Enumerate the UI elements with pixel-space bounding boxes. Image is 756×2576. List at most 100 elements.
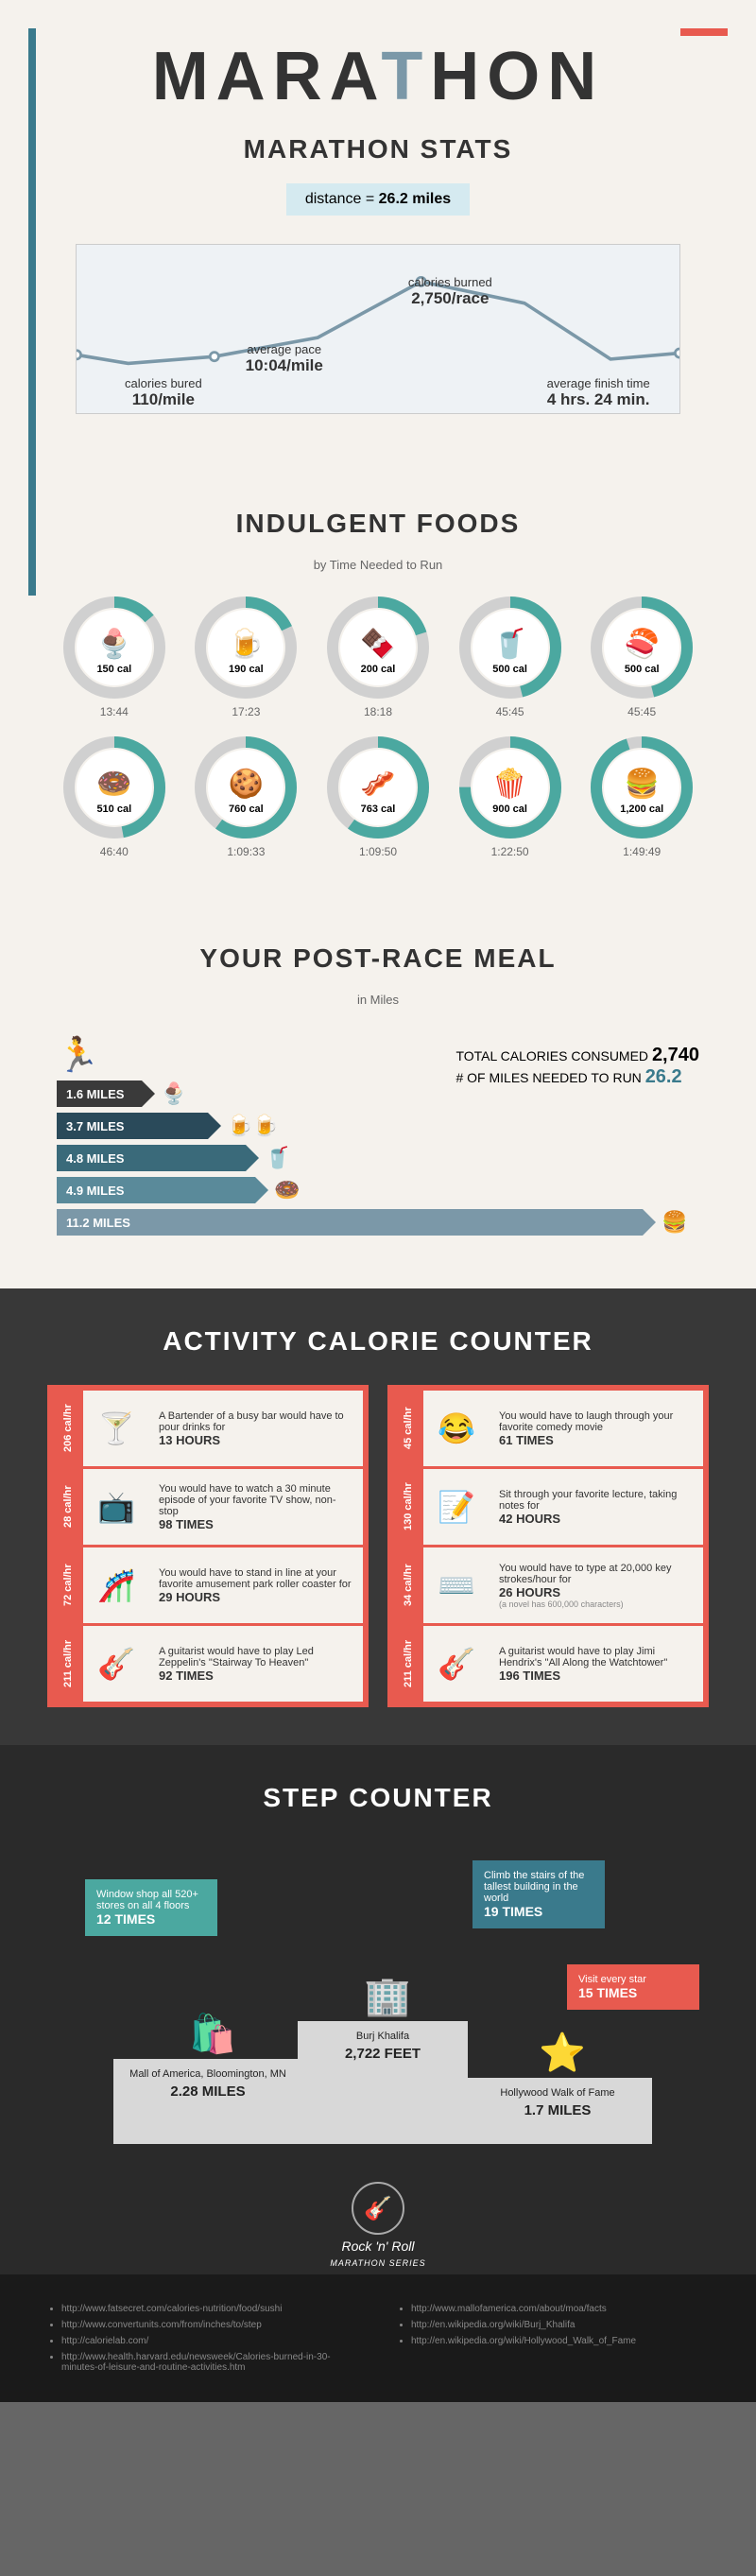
activity-icon: 🎸	[423, 1626, 490, 1702]
activity-text: A guitarist would have to play Jimi Hend…	[490, 1626, 703, 1702]
activity-heading-bold: ACTIVITY	[163, 1326, 299, 1356]
activity-text: You would have to stand in line at your …	[149, 1547, 363, 1623]
pedestal-icon: 🛍️	[189, 2012, 236, 2056]
postrace-sub: in Miles	[57, 993, 699, 1007]
activity-row: 72 cal/hr 🎢 You would have to stand in l…	[53, 1547, 363, 1623]
postrace-bold: POST-RACE	[293, 943, 464, 973]
postrace-pre: YOUR	[199, 943, 293, 973]
stat-label: average finish time4 hrs. 24 min.	[547, 376, 650, 409]
activity-heading-light: CALORIE COUNTER	[299, 1326, 593, 1356]
stats-heading-bold: MARATHON	[244, 134, 411, 164]
food-icon: 🍿	[492, 768, 527, 801]
footer-link: http://www.health.harvard.edu/newsweek/C…	[61, 2352, 359, 2373]
food-cal: 150 cal	[62, 664, 166, 675]
meal-icon: 🍔	[662, 1210, 687, 1235]
distance-value: 26.2 miles	[379, 191, 452, 207]
stat-label: calories bured110/mile	[125, 376, 202, 409]
postrace-totals: TOTAL CALORIES CONSUMED 2,740 # OF MILES…	[455, 1045, 699, 1088]
cal-tab: 206 cal/hr	[53, 1391, 83, 1466]
pedestal-icon: ⭐	[539, 2031, 586, 2075]
footer-link: http://www.mallofamerica.com/about/moa/f…	[411, 2304, 709, 2314]
frame-accent-right	[680, 28, 728, 36]
foods-heading-light: FOODS	[407, 509, 520, 538]
meal-arrow: 4.8 MILES	[57, 1145, 246, 1171]
footer-link: http://en.wikipedia.org/wiki/Hollywood_W…	[411, 2336, 709, 2346]
postrace-post: MEAL	[464, 943, 556, 973]
meal-arrow: 4.9 MILES	[57, 1177, 255, 1203]
step-callout: Visit every star15 TIMES	[567, 1964, 699, 2010]
stats-heading: MARATHON STATS	[57, 134, 699, 164]
page-title: MARATHON	[57, 38, 699, 115]
step-heading-light: COUNTER	[339, 1783, 492, 1812]
total-cal-value: 2,740	[652, 1045, 699, 1065]
activity-icon: 🎸	[83, 1626, 149, 1702]
footer: http://www.fatsecret.com/calories-nutrit…	[0, 2274, 756, 2402]
foods-heading-bold: INDULGENT	[236, 509, 407, 538]
title-post: HON	[430, 39, 604, 114]
food-cal: 200 cal	[326, 664, 430, 675]
food-cal: 900 cal	[458, 804, 562, 815]
cal-tab: 45 cal/hr	[393, 1391, 423, 1466]
food-item: 🥓 763 cal 1:09:50	[320, 735, 436, 858]
activity-text: You would have to type at 20,000 key str…	[490, 1547, 703, 1623]
meal-icon: 🥤	[265, 1146, 290, 1170]
activity-row: 34 cal/hr ⌨️ You would have to type at 2…	[393, 1547, 703, 1623]
food-item: 🍨 150 cal 13:44	[57, 596, 172, 718]
food-item: 🍫 200 cal 18:18	[320, 596, 436, 718]
total-cal-label: TOTAL CALORIES CONSUMED	[455, 1048, 651, 1063]
step-heading-bold: STEP	[263, 1783, 339, 1812]
activity-text: A Bartender of a busy bar would have to …	[149, 1391, 363, 1466]
pedestal: Mall of America, Bloomington, MN2.28 MIL…	[113, 2059, 302, 2144]
food-cal: 760 cal	[194, 804, 298, 815]
food-time: 1:49:49	[584, 845, 699, 858]
food-cal: 510 cal	[62, 804, 166, 815]
frame-accent-left	[28, 28, 36, 596]
food-icon: 🍨	[96, 628, 131, 661]
foods-subtitle: by Time Needed to Run	[57, 558, 699, 572]
food-item: 🍔 1,200 cal 1:49:49	[584, 735, 699, 858]
activity-icon: 😂	[423, 1391, 490, 1466]
postrace-heading: YOUR POST-RACE MEAL	[57, 943, 699, 974]
footer-link: http://www.fatsecret.com/calories-nutrit…	[61, 2304, 359, 2314]
food-cal: 1,200 cal	[590, 804, 694, 815]
meal-arrow: 1.6 MILES	[57, 1081, 142, 1107]
food-cal: 190 cal	[194, 664, 298, 675]
food-time: 46:40	[57, 845, 172, 858]
meal-icon: 🍺🍺	[227, 1114, 279, 1138]
foods-heading: INDULGENT FOODS	[57, 509, 699, 539]
activity-row: 211 cal/hr 🎸 A guitarist would have to p…	[53, 1626, 363, 1702]
meal-icon: 🍩	[274, 1178, 300, 1202]
food-time: 1:09:33	[189, 845, 304, 858]
food-time: 1:22:50	[453, 845, 568, 858]
pedestal-icon: 🏢	[364, 1974, 411, 2018]
distance-box: distance = 26.2 miles	[286, 183, 470, 216]
activity-icon: 🍸	[83, 1391, 149, 1466]
title-pre: MARA	[152, 39, 382, 114]
food-icon: 🍔	[625, 768, 660, 801]
stats-curve: calories bured110/mileaverage pace10:04/…	[76, 244, 680, 414]
activity-row: 45 cal/hr 😂 You would have to laugh thro…	[393, 1391, 703, 1466]
activity-text: You would have to laugh through your fav…	[490, 1391, 703, 1466]
cal-tab: 34 cal/hr	[393, 1547, 423, 1623]
stats-heading-light: STATS	[411, 134, 512, 164]
food-time: 1:09:50	[320, 845, 436, 858]
meal-arrow-row: 11.2 MILES.arrow[style*="#7b98a8"]::afte…	[57, 1209, 699, 1236]
meal-arrow: 11.2 MILES	[57, 1209, 643, 1236]
food-item: 🍿 900 cal 1:22:50	[453, 735, 568, 858]
food-icon: 🥤	[492, 628, 527, 661]
pedestal: Burj Khalifa2,722 FEET	[298, 2021, 468, 2144]
activity-icon: 🎢	[83, 1547, 149, 1623]
meal-arrow-row: 4.8 MILES.arrow[style*="#3a6a7a"]::after…	[57, 1145, 699, 1171]
activity-text: Sit through your favorite lecture, takin…	[490, 1469, 703, 1545]
distance-label: distance =	[305, 191, 379, 207]
logo-icon: 🎸	[352, 2182, 404, 2235]
activity-row: 211 cal/hr 🎸 A guitarist would have to p…	[393, 1626, 703, 1702]
cal-tab: 130 cal/hr	[393, 1469, 423, 1545]
step-callout: Window shop all 520+ stores on all 4 flo…	[85, 1879, 217, 1936]
food-icon: 🍪	[229, 768, 264, 801]
cal-tab: 211 cal/hr	[393, 1626, 423, 1702]
miles-value: 26.2	[645, 1066, 682, 1087]
activity-heading: ACTIVITY CALORIE COUNTER	[47, 1326, 709, 1357]
food-item: 🍩 510 cal 46:40	[57, 735, 172, 858]
meal-arrow-row: 4.9 MILES.arrow[style*="#5a8a9a"]::after…	[57, 1177, 699, 1203]
